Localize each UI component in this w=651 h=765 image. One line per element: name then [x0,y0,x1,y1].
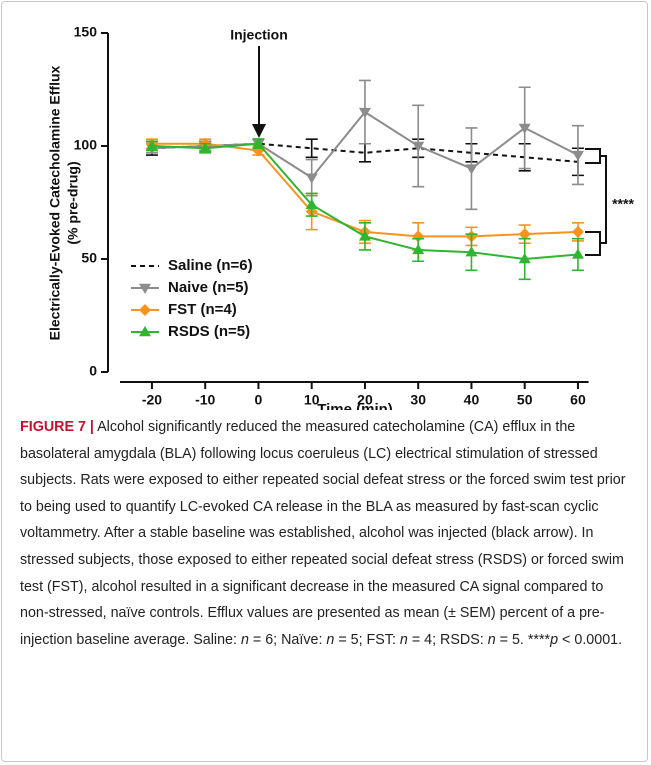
caption-text: n [487,631,496,648]
marker [571,248,584,259]
error-bar [305,138,318,159]
y-tick-label: 0 [89,363,97,379]
marker [571,150,584,162]
x-tick-label: 0 [255,392,263,408]
x-tick-label: 10 [304,392,320,408]
y-axis-title: Electrically-Evoked Catecholamine Efflux [47,65,63,340]
caption: FIGURE 7 | Alcohol significantly reduced… [20,414,634,653]
y-tick-label: 50 [81,250,97,266]
marker [199,142,212,153]
marker [465,164,478,175]
chart: Electrically-Evoked Catecholamine Efflux… [47,24,635,410]
significance-label: **** [612,196,634,212]
caption-text: n [240,631,249,648]
caption-text: = 5. **** [495,631,551,648]
caption-text: n [399,631,408,648]
x-axis-title: Time (min) [317,401,393,410]
legend-label: Naive (n=5) [168,279,248,296]
y-tick-label: 100 [74,137,98,153]
caption-text: = 6; Naïve: [248,631,327,648]
x-tick-label: 40 [464,392,480,408]
significance-bracket [585,148,607,256]
injection-label: Injection [230,27,288,43]
caption-text: = 4; RSDS: [407,631,488,648]
legend-label: RSDS (n=5) [168,323,250,340]
marker [139,283,151,294]
x-tick-label: 50 [517,392,533,408]
caption-text: p [550,631,559,648]
marker [518,228,531,241]
x-tick-label: -20 [142,392,162,408]
marker [518,123,531,134]
marker [139,304,151,316]
marker [305,198,318,209]
marker [252,137,265,148]
x-tick-label: 60 [570,392,586,408]
marker [412,243,425,255]
marker [358,230,371,241]
legend-label: FST (n=4) [168,301,237,318]
marker [145,140,158,151]
marker [358,107,371,119]
caption-text: Alcohol significantly reduced the measur… [20,419,626,648]
y-axis-title: (% pre-drug) [65,161,81,244]
x-tick-label: 20 [357,392,373,408]
caption-text: = 5; FST: [334,631,400,648]
arrow-head [252,124,266,138]
marker [518,253,531,264]
marker [305,173,318,184]
series-line [151,142,579,163]
y-tick-label: 150 [74,24,98,40]
marker [139,326,151,337]
caption-text: n [326,631,335,648]
x-tick-label: -10 [195,392,215,408]
legend-label: Saline (n=6) [168,257,253,274]
caption-label: FIGURE 7 | [20,419,94,435]
marker [465,246,478,257]
marker [571,225,584,238]
marker [412,141,425,152]
x-tick-label: 30 [410,392,426,408]
caption-text: < 0.0001. [558,631,623,648]
